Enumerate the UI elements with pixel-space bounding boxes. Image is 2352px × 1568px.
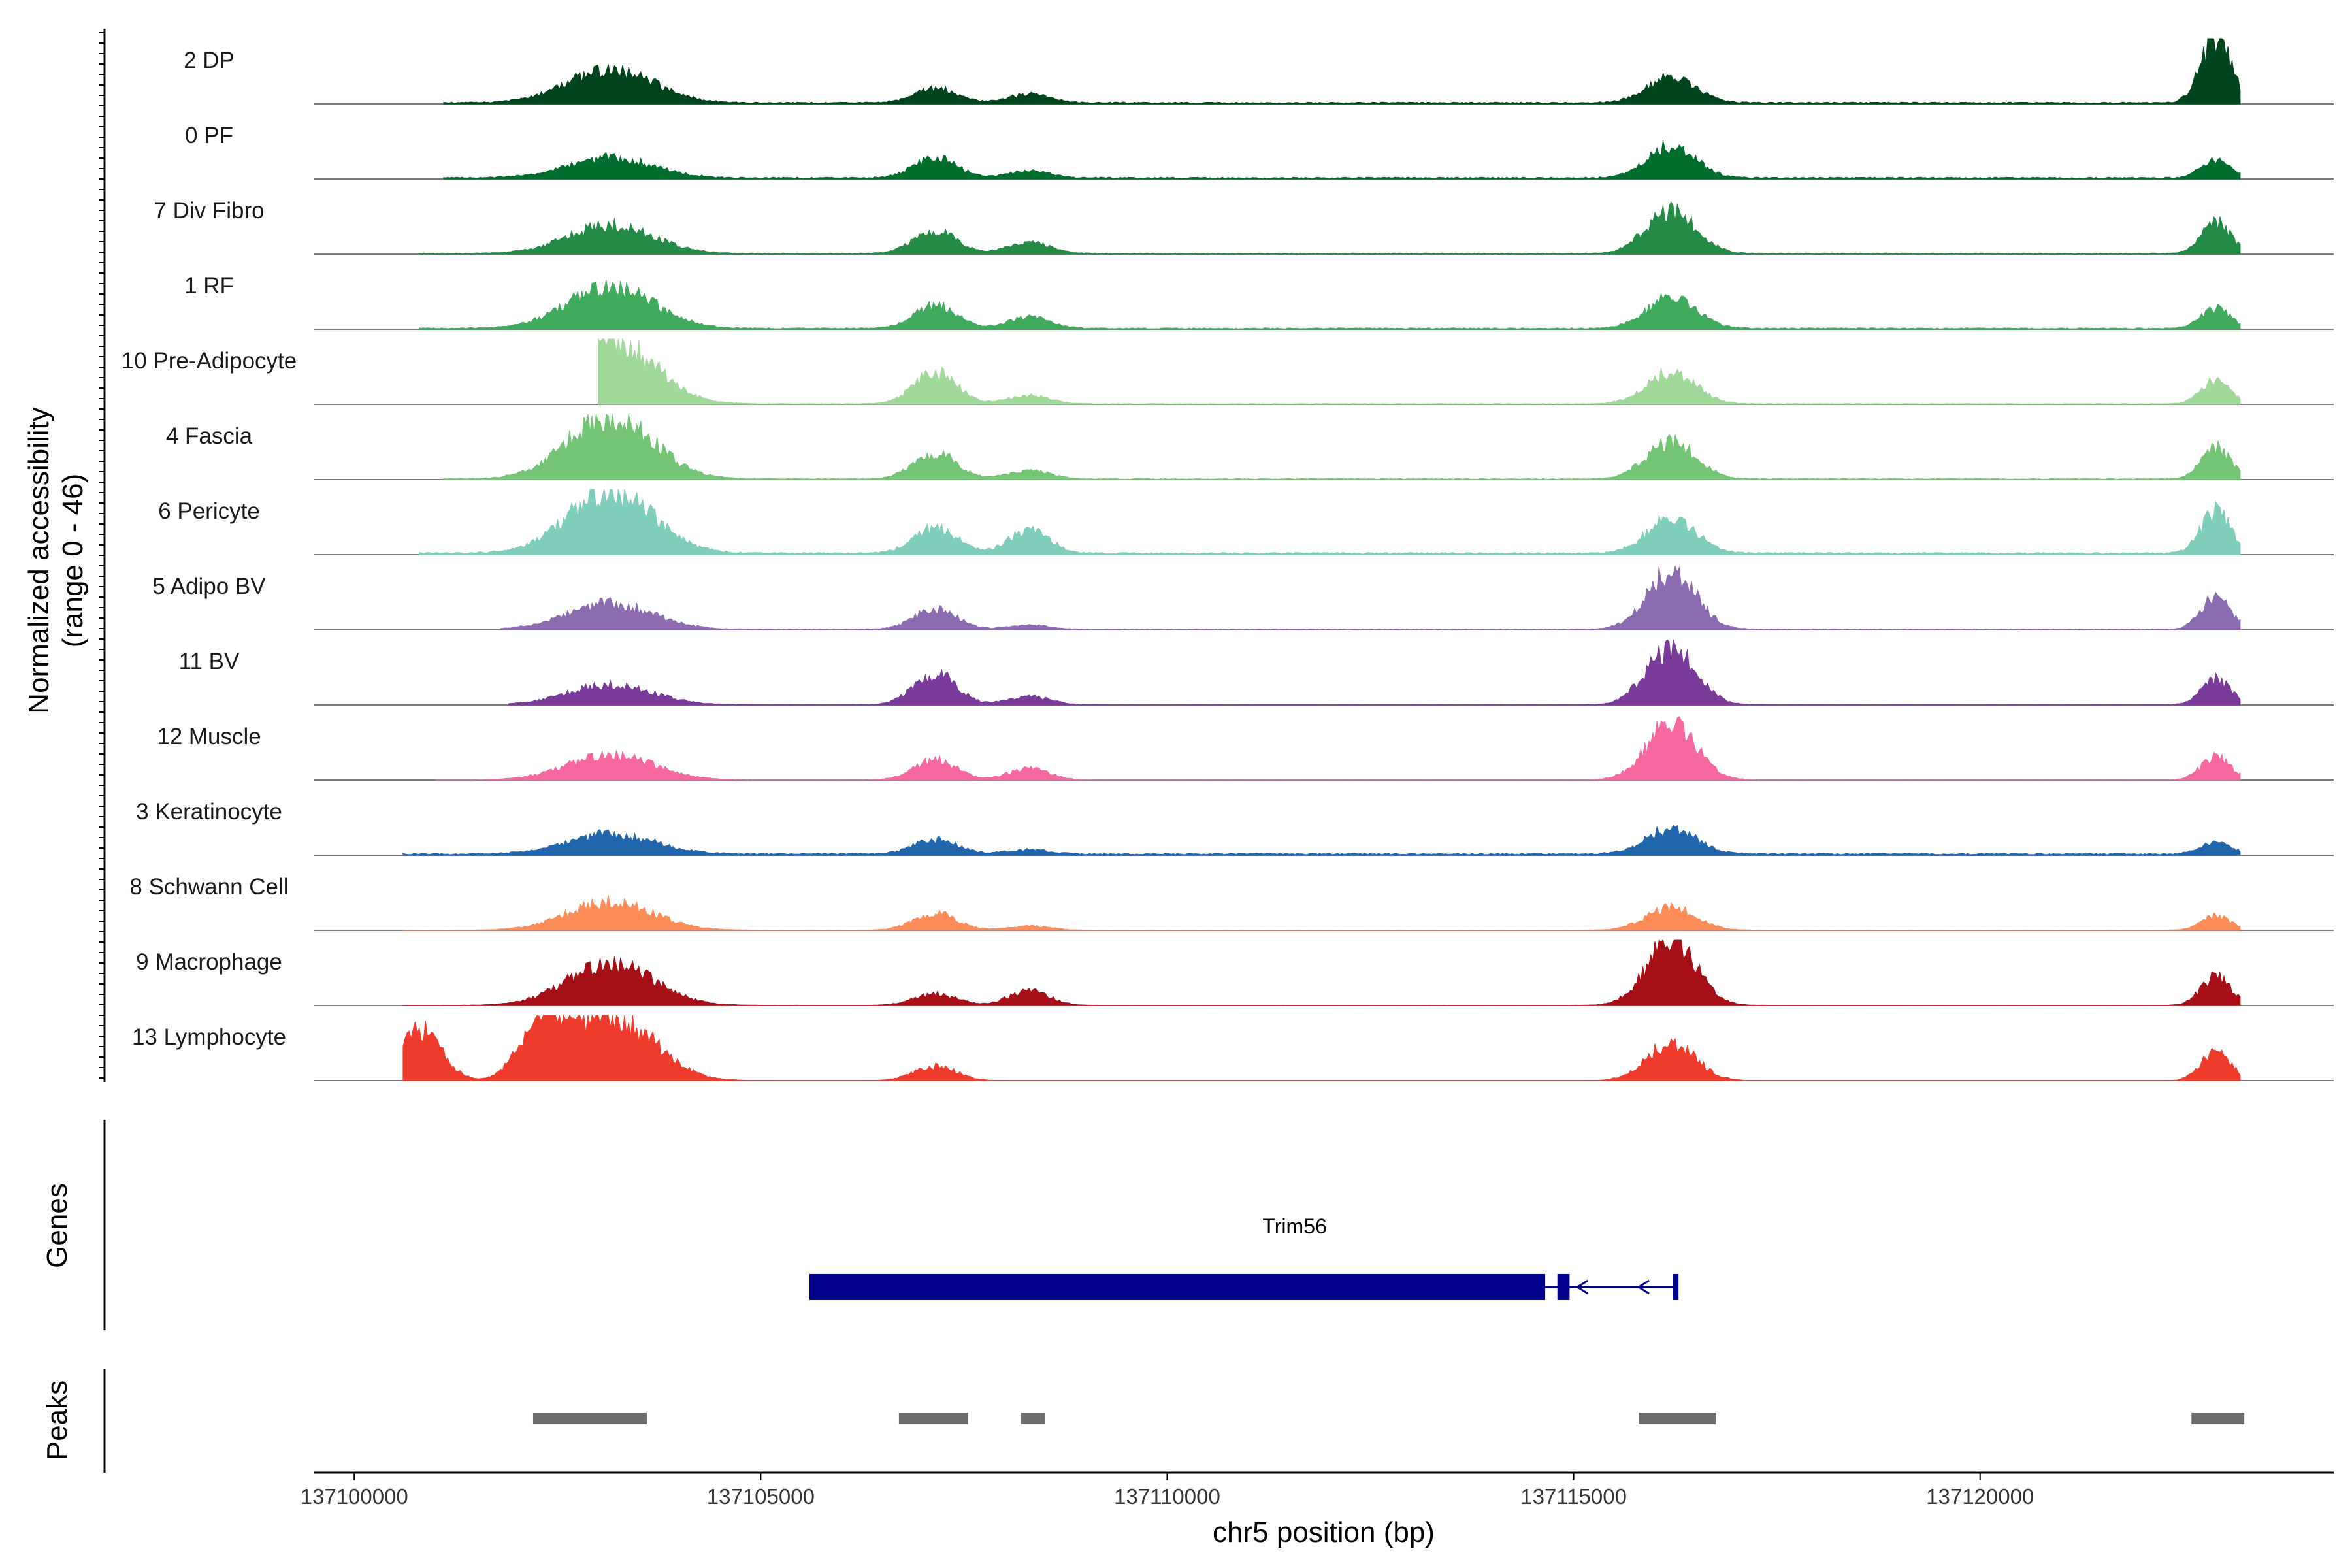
coverage-area [402, 824, 2241, 856]
coverage-track: 12 Muscle [157, 716, 2334, 781]
coverage-area [500, 565, 2241, 630]
track-label: 9 Macrophage [136, 949, 282, 975]
peak-region [1639, 1413, 1716, 1424]
y-axis-title-line1: Normalized accessibility [23, 407, 55, 713]
track-label: 13 Lymphocyte [132, 1024, 286, 1050]
genes-track-title: Genes [41, 1183, 73, 1268]
coverage-area [402, 1014, 2241, 1081]
coverage-area [435, 716, 2241, 781]
track-label: 1 RF [184, 273, 234, 299]
track-label: 3 Keratinocyte [136, 799, 282, 825]
y-axis-title: Normalized accessibility (range 0 - 46) [23, 407, 89, 713]
coverage-track: 0 PF [185, 123, 2334, 180]
gene-label: Trim56 [1262, 1215, 1326, 1238]
coverage-area [443, 414, 2241, 480]
track-label: 5 Adipo BV [152, 574, 266, 599]
x-tick-label: 137115000 [1520, 1484, 1627, 1509]
coverage-area [508, 639, 2241, 706]
coverage-track: 3 Keratinocyte [136, 799, 2334, 856]
track-label: 4 Fascia [166, 423, 253, 449]
gene-model [809, 1274, 1679, 1300]
peaks-track: Peaks [41, 1369, 2245, 1473]
genes-track: Genes Trim56 [41, 1120, 1679, 1330]
coverage-tracks: 2 DP 0 PF 7 Div Fibro 1 RF 10 Pre-Adipocyte 4… [122, 38, 2334, 1081]
track-label: 7 Div Fibro [154, 198, 264, 223]
coverage-area [443, 38, 2241, 105]
coverage-track: 11 BV [179, 639, 2334, 706]
coverage-track: 7 Div Fibro [154, 198, 2334, 255]
strand-arrow [1637, 1279, 1650, 1295]
peak-bars [532, 1413, 2245, 1424]
strand-arrow [1575, 1279, 1589, 1295]
peak-region [2191, 1413, 2245, 1424]
x-tick-label: 137105000 [707, 1484, 815, 1509]
coverage-track: 4 Fascia [166, 414, 2334, 480]
gene-exon-2 [1557, 1274, 1570, 1300]
coverage-track: 8 Schwann Cell [129, 874, 2334, 931]
coverage-area [419, 201, 2241, 255]
coverage-area [419, 280, 2241, 330]
track-label: 12 Muscle [157, 724, 261, 749]
track-label: 0 PF [185, 123, 233, 148]
track-label: 2 DP [184, 48, 235, 73]
x-axis-ticks: 137100000 137105000 137110000 137115000 1371… [301, 1473, 2034, 1509]
coverage-track: 6 Pericyte [158, 489, 2334, 555]
coverage-track: 13 Lymphocyte [132, 1014, 2334, 1081]
track-label: 8 Schwann Cell [129, 874, 288, 900]
coverage-area [402, 939, 2241, 1006]
gene-cds-exon [809, 1274, 1546, 1300]
coverage-area [419, 489, 2241, 555]
x-tick-label: 137110000 [1114, 1484, 1220, 1509]
x-tick-label: 137100000 [301, 1484, 408, 1509]
gene-tss-exon [1673, 1274, 1679, 1300]
coverage-track: 9 Macrophage [136, 939, 2334, 1006]
y-axis-title-line2: (range 0 - 46) [57, 474, 89, 648]
track-label: 11 BV [179, 649, 240, 674]
x-axis-title: chr5 position (bp) [1213, 1516, 1435, 1548]
peak-region [1021, 1413, 1045, 1424]
peak-region [898, 1413, 968, 1424]
coverage-track: 1 RF [184, 273, 2334, 330]
coverage-track: 5 Adipo BV [152, 565, 2334, 630]
peaks-track-title: Peaks [41, 1380, 73, 1460]
coverage-track: 2 DP [184, 38, 2334, 105]
x-axis: 137100000 137105000 137110000 137115000 1371… [301, 1471, 2334, 1548]
track-label: 10 Pre-Adipocyte [122, 348, 297, 374]
track-label: 6 Pericyte [158, 498, 260, 524]
coverage-area [443, 140, 2241, 180]
coverage-axis-ticks [99, 32, 105, 1079]
coverage-area [598, 338, 2241, 405]
x-tick-label: 137120000 [1926, 1484, 2034, 1509]
coverage-area [402, 895, 2241, 931]
peak-region [532, 1413, 647, 1424]
coverage-track: 10 Pre-Adipocyte [122, 338, 2334, 405]
